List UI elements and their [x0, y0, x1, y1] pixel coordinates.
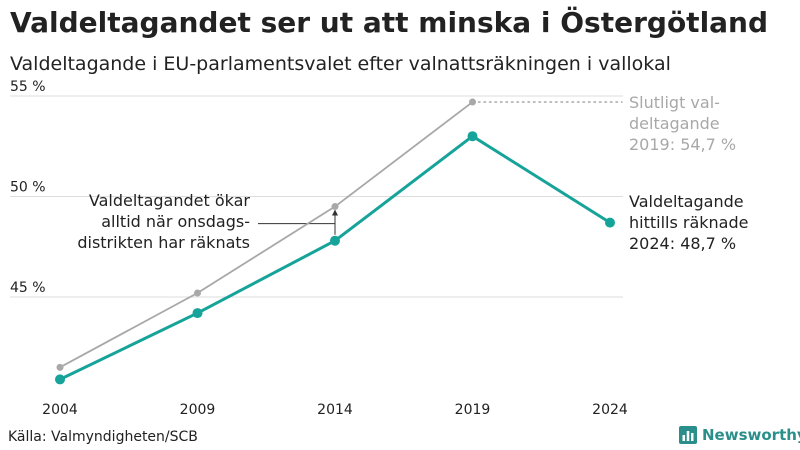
line-chart: 45 % 50 % 55 % 2004 2009 2014 2019 2024 Valdel…	[10, 79, 748, 418]
y-tick-label: 45 %	[10, 280, 46, 296]
x-axis: 2004 2009 2014 2019 2024	[42, 402, 628, 418]
final-series-point-2009	[194, 289, 201, 297]
final-series-label: 2019: 54,7 %	[629, 135, 736, 154]
chart-title: Valdeltagandet ser ut att minska i Öster…	[10, 6, 769, 39]
final-series-point-2014	[331, 203, 339, 211]
final-series-line	[59, 101, 474, 369]
note-line: alltid när onsdags-	[101, 212, 250, 231]
series-labels: Slutligt val-deltagande 2019: 54,7 % Valde…	[629, 93, 748, 253]
counted-series-line	[58, 134, 612, 381]
grid-layer	[10, 95, 623, 298]
note-line: distrikten har räknats	[77, 233, 250, 252]
brand-logo: Newsworthy	[679, 426, 800, 444]
note-arrowhead-up	[332, 209, 338, 216]
counted-series-point-2024	[605, 217, 615, 228]
x-tick-label: 2024	[592, 402, 628, 418]
note-line: Valdeltagandet ökar	[89, 191, 251, 210]
final-series-point-2019	[469, 98, 476, 106]
x-tick-label: 2014	[317, 402, 353, 418]
brand-name: Newsworthy	[702, 426, 800, 444]
y-tick-label: 55 %	[10, 79, 46, 95]
x-tick-label: 2019	[455, 402, 491, 418]
final-series-point-2004	[56, 363, 64, 371]
annotation-layer: Valdeltagandet ökar alltid när onsdags-di…	[77, 101, 623, 252]
series-layer	[55, 98, 615, 385]
counted-series-label: Valdeltagande	[629, 192, 744, 211]
counted-series-point-2004	[55, 374, 65, 385]
x-tick-label: 2009	[180, 402, 216, 418]
bar-chart-logo-icon	[679, 426, 697, 444]
counted-series-point-2014	[330, 235, 340, 246]
counted-series-point-2009	[192, 308, 203, 319]
y-axis: 45 % 50 % 55 %	[10, 79, 46, 296]
final-series-label: Slutligt val-	[629, 93, 720, 112]
source-note: Källa: Valmyndigheten/SCB	[8, 429, 198, 445]
final-series-label: deltagande	[629, 114, 720, 133]
counted-series-point-2019	[467, 131, 478, 142]
counted-series-label: hittills räknade	[629, 213, 748, 232]
chart-subtitle: Valdeltagande i EU-parlamentsvalet efter…	[10, 53, 671, 75]
x-tick-label: 2004	[42, 402, 78, 418]
counted-series-label: 2024: 48,7 %	[629, 234, 736, 253]
y-tick-label: 50 %	[10, 180, 46, 196]
